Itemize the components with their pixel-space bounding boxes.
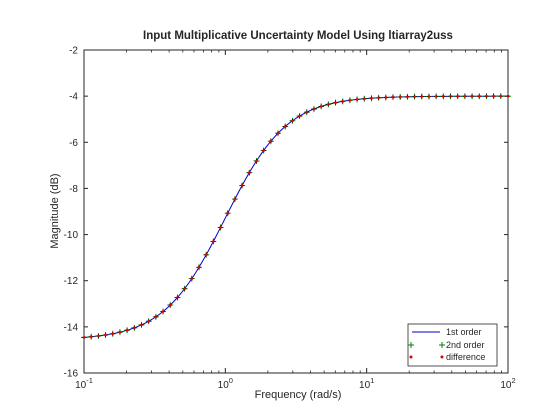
series-difference-marker	[140, 323, 143, 327]
series-difference-marker	[312, 107, 316, 111]
series-difference-marker	[377, 96, 380, 100]
series-difference-marker	[118, 330, 122, 334]
series-difference-marker	[470, 94, 474, 98]
series-difference-marker	[499, 94, 503, 98]
legend-swatch-difference	[409, 355, 413, 359]
y-tick-label: -2	[69, 46, 78, 57]
series-difference-marker	[485, 94, 488, 98]
legend: 1st order 2nd order difference	[407, 323, 498, 367]
series-difference-marker	[233, 197, 237, 201]
series-difference-marker	[456, 94, 459, 98]
plot-area	[83, 49, 509, 374]
legend-label-1st-order: 1st order	[446, 327, 482, 337]
series-difference-marker	[463, 94, 467, 98]
x-axis-label: Frequency (rad/s)	[255, 389, 342, 401]
series-difference-marker	[477, 94, 481, 98]
series-difference-marker	[420, 95, 424, 98]
series-difference-marker	[391, 95, 395, 99]
series-difference-marker	[384, 96, 388, 99]
series-difference-marker	[226, 211, 230, 215]
series-difference-marker	[262, 149, 265, 152]
series-difference-marker	[334, 101, 337, 104]
series-difference-marker	[492, 94, 495, 98]
series-difference-marker	[427, 95, 431, 98]
series-difference-marker	[319, 105, 323, 108]
series-difference-marker	[298, 114, 301, 118]
series-difference-marker	[327, 103, 330, 106]
curves	[81, 93, 511, 341]
series-difference-marker	[161, 310, 165, 313]
y-tick-label: -14	[64, 322, 79, 333]
series-difference-marker	[341, 100, 345, 103]
series-difference-marker	[269, 139, 273, 143]
series-difference-marker	[104, 333, 107, 337]
y-tick-label: -10	[64, 230, 79, 241]
series-difference-marker	[219, 226, 222, 229]
series-difference-marker	[449, 95, 452, 98]
series-difference-marker	[212, 240, 215, 243]
legend-box	[407, 323, 498, 367]
series-difference-marker	[154, 315, 158, 319]
y-tick-label: -4	[69, 92, 78, 103]
series-difference-marker	[111, 332, 115, 336]
series-difference-marker	[197, 265, 201, 269]
chart-title: Input Multiplicative Uncertainty Model U…	[143, 30, 453, 42]
y-tick-label: -6	[69, 138, 78, 149]
y-tick-label: -16	[64, 369, 79, 380]
series-difference-marker	[255, 159, 258, 163]
y-tick-label: -12	[64, 276, 79, 287]
series-difference-marker	[89, 335, 93, 339]
series-difference-marker	[398, 95, 402, 99]
series-difference-marker	[370, 96, 373, 100]
series-difference-marker	[442, 95, 445, 98]
series-difference-marker	[204, 253, 208, 257]
series-difference-marker	[82, 336, 86, 339]
series-difference-marker	[283, 125, 287, 128]
series-difference-marker	[413, 95, 416, 98]
series-difference-marker	[276, 131, 280, 135]
series-difference-marker	[247, 171, 251, 174]
legend-swatch-difference	[440, 355, 444, 359]
legend-swatch-2nd-order	[439, 342, 445, 348]
y-axis-label: Magnitude (dB)	[49, 173, 61, 248]
series-difference-marker	[190, 277, 194, 280]
legend-label-difference: difference	[446, 352, 485, 362]
series-difference-marker	[348, 98, 352, 102]
series-difference-marker	[125, 328, 129, 332]
series-difference-marker	[97, 334, 100, 338]
series-difference-marker	[133, 326, 136, 330]
series-difference-marker	[168, 303, 172, 307]
series-difference-marker	[406, 95, 409, 99]
series-difference-marker	[176, 296, 179, 299]
series-difference-marker	[305, 110, 309, 114]
series-difference-marker	[362, 97, 366, 101]
legend-label-2nd-order: 2nd order	[446, 340, 485, 350]
legend-swatch-2nd-order	[408, 342, 414, 348]
y-tick-label: -8	[69, 184, 78, 195]
series-difference-marker	[183, 287, 186, 290]
series-difference-marker	[240, 184, 244, 187]
series-difference-marker	[355, 98, 359, 101]
series-difference-marker	[291, 119, 294, 123]
series-difference-marker	[147, 319, 150, 323]
series-difference-marker	[434, 95, 438, 98]
